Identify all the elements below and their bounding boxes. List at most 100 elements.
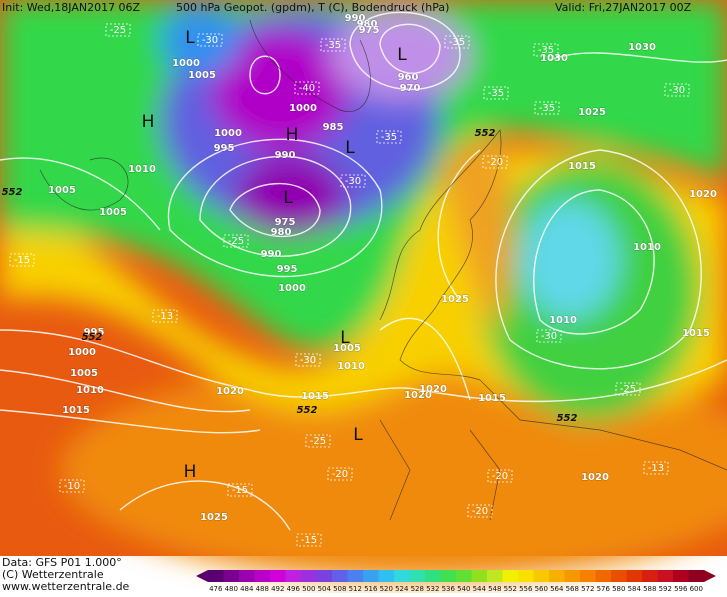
temperature-box <box>533 43 559 57</box>
colorbar-tick-label: 536 <box>442 585 456 593</box>
temperature-label: -30 <box>541 331 557 342</box>
temperature-box <box>444 35 470 49</box>
temperature-box <box>536 329 562 343</box>
colorbar-tick-label: 524 <box>395 585 409 593</box>
colorbar-segment <box>502 570 519 582</box>
colorbar-tick-label: 588 <box>643 585 656 593</box>
isobar-label: 995 <box>84 327 105 338</box>
colorbar-segment <box>285 570 302 582</box>
copyright: (C) Wetterzentrale <box>2 568 104 581</box>
temperature-label: -35 <box>488 88 504 99</box>
temperature-box <box>152 309 178 323</box>
isobar-label: 1020 <box>581 472 609 483</box>
colorbar-tick-label: 552 <box>504 585 517 593</box>
temperature-label: -30 <box>669 85 685 96</box>
temperature-label: -20 <box>492 471 508 482</box>
isobar-label: 1030 <box>540 53 568 64</box>
temperature-label: -35 <box>325 40 341 51</box>
colorbar-segment <box>332 570 348 582</box>
temperature-label: -35 <box>381 132 397 143</box>
colorbar-segment <box>363 570 379 582</box>
isobar-label: 1015 <box>62 405 90 416</box>
pressure-center: L <box>185 28 195 48</box>
isobar-label: 1005 <box>99 207 127 218</box>
isobar-label: 1010 <box>337 361 365 372</box>
website: www.wetterzentrale.de <box>2 580 130 593</box>
colorbar-tick-label: 476 <box>209 585 223 593</box>
colorbar-segment <box>409 570 426 582</box>
colorbar-segment <box>642 570 658 582</box>
isobar-label: 1005 <box>70 368 98 379</box>
height-label: 552 <box>82 332 103 343</box>
height-label: 552 <box>557 413 578 424</box>
isobar-label: 1000 <box>278 283 306 294</box>
isobar-label: 1020 <box>419 384 447 395</box>
colorbar-arrow-left <box>196 570 208 582</box>
isobar-label: 980 <box>357 19 378 30</box>
colorbar-tick-label: 512 <box>349 585 362 593</box>
isobar-label: 1010 <box>76 385 104 396</box>
height-label: 552 <box>297 405 318 416</box>
map-labels: LLHHLLLLH1000100510009851000995990975980… <box>2 13 717 547</box>
isobar-label: 1005 <box>48 185 76 196</box>
isobar-label: 1010 <box>128 164 156 175</box>
colorbar-tick-label: 480 <box>225 585 238 593</box>
temperature-box <box>487 469 513 483</box>
temperature-label: -35 <box>539 103 555 114</box>
temperature-label: -20 <box>472 506 488 517</box>
pressure-center: H <box>184 462 197 482</box>
temperature-label: -25 <box>228 236 244 247</box>
isobar-label: 985 <box>323 122 344 133</box>
colorbar-tick-label: 580 <box>612 585 625 593</box>
isobar-label: 1020 <box>216 386 244 397</box>
isobar-label: 1000 <box>214 128 242 139</box>
init-time: Init: Wed,18JAN2017 06Z <box>2 1 141 14</box>
colorbar-segment <box>347 570 364 582</box>
isobar-label: 975 <box>359 25 380 36</box>
colorbar-tick-label: 564 <box>550 585 564 593</box>
colorbar-tick-label: 596 <box>674 585 688 593</box>
colorbar-tick-label: 560 <box>535 585 548 593</box>
temperature-label: -35 <box>538 45 554 56</box>
colorbar-segment <box>549 570 565 582</box>
colorbar-tick-label: 576 <box>597 585 611 593</box>
temperature-box <box>467 504 493 518</box>
colorbar-segment <box>378 570 395 582</box>
colorbar-tick-label: 592 <box>659 585 672 593</box>
colorbar-tick-label: 488 <box>256 585 269 593</box>
temperature-box <box>227 483 253 497</box>
isobar-label: 1000 <box>172 58 200 69</box>
temperature-label: -25 <box>110 25 126 36</box>
temperature-box <box>223 234 249 248</box>
isobar-label: 990 <box>345 13 366 24</box>
isobar-label: 1020 <box>689 189 717 200</box>
colorbar-tick-label: 544 <box>473 585 487 593</box>
temperature-label: -10 <box>64 481 80 492</box>
pressure-center: H <box>286 125 299 145</box>
temperature-label: -40 <box>299 83 315 94</box>
isobar-label: 1015 <box>568 161 596 172</box>
pressure-center: L <box>353 425 363 445</box>
colorbar-tick-label: 504 <box>318 585 332 593</box>
temperature-label: -30 <box>345 176 361 187</box>
isobar-label: 970 <box>400 83 421 94</box>
temperature-box <box>376 130 402 144</box>
isobar-label: 1025 <box>200 512 228 523</box>
pressure-center: L <box>283 188 293 208</box>
temperature-label: -30 <box>202 35 218 46</box>
colorbar-tick-label: 492 <box>271 585 284 593</box>
height-label: 552 <box>2 187 23 198</box>
temperature-label: -20 <box>487 157 503 168</box>
pressure-center: L <box>340 328 350 348</box>
temperature-label: -15 <box>14 255 30 266</box>
colorbar-arrow-right <box>704 570 716 582</box>
colorbar-segment <box>301 570 317 582</box>
colorbar-tick-label: 508 <box>333 585 346 593</box>
colorbar-segment <box>440 570 457 582</box>
temperature-label: -15 <box>232 485 248 496</box>
colorbar-tick-label: 556 <box>519 585 533 593</box>
temperature-label: -25 <box>620 384 636 395</box>
temperature-label: -25 <box>310 436 326 447</box>
colorbar-segment <box>518 570 534 582</box>
